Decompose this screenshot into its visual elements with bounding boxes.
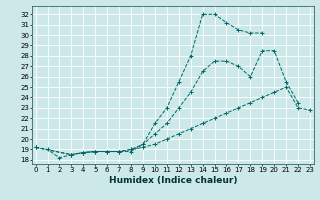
X-axis label: Humidex (Indice chaleur): Humidex (Indice chaleur) [108,176,237,185]
